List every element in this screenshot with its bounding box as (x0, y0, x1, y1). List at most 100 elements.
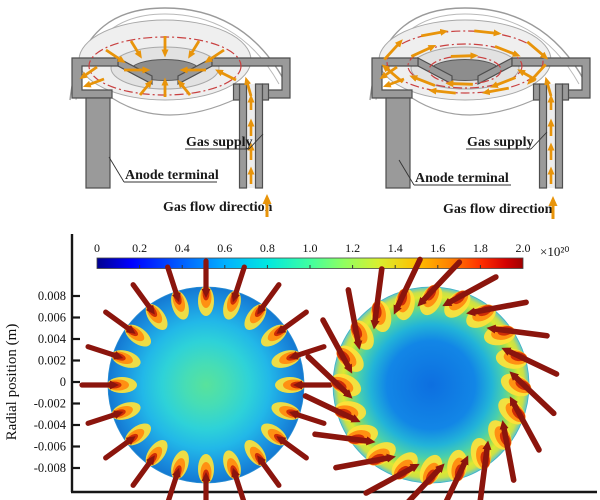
swirl-flow-arrows (379, 28, 555, 184)
gas-flow-arrow (188, 40, 201, 59)
swirl-flow-arrow (474, 29, 502, 37)
injection-arrow-swirl (305, 353, 353, 399)
colorbar-tick-label: 0 (94, 241, 100, 255)
heatmap-radial-injection (79, 258, 333, 500)
jets-radial (79, 258, 333, 500)
y-axis-title: Radial position (m) (4, 324, 20, 441)
y-tick-label: -0.002 (34, 397, 66, 411)
swirl-flow-arrow (526, 40, 549, 60)
heatmap-swirl-injection (302, 256, 560, 500)
injection-arrow-swirl (466, 299, 529, 317)
swirl-flow-arrow (383, 39, 403, 61)
injection-arrow-radial (288, 344, 327, 360)
gas-flow-arrow (204, 48, 225, 64)
gas-flow-direction-label: Gas flow direction (163, 200, 273, 215)
y-tick-label: -0.004 (34, 418, 67, 432)
gas-flow-arrow (244, 76, 253, 97)
injection-arrow-swirl (302, 393, 361, 423)
gas-supply-label: Gas supply (467, 135, 534, 150)
injection-arrow-swirl (442, 274, 499, 307)
colorbar-tick-label: 1.2 (345, 241, 360, 255)
injection-arrow-swirl (501, 347, 560, 377)
injection-arrow-swirl (370, 266, 385, 330)
injection-arrow-radial (165, 264, 181, 303)
gas-flow-arrow (138, 79, 153, 96)
injection-arrow-radial (231, 264, 247, 303)
colorbar-tick-label: 1.0 (303, 241, 318, 255)
y-tick-label: 0.004 (38, 332, 67, 346)
swirl-flow-arrow (489, 76, 517, 88)
swirl-flow-arrow (481, 86, 510, 96)
injection-arrow-swirl (333, 453, 396, 471)
gas-flow-direction-label: Gas flow direction (443, 202, 553, 217)
injection-arrow-swirl (393, 256, 423, 315)
colorbar-tick-label: 1.8 (473, 241, 488, 255)
anode-terminal-pointer (398, 159, 415, 186)
injection-arrow-radial (257, 455, 282, 488)
injection-arrow-radial (231, 467, 247, 500)
injection-arrow-radial (276, 309, 309, 334)
injection-arrow-swirl (320, 317, 353, 374)
colorbar-tick-label: 1.6 (430, 241, 445, 255)
gas-flow-arrow (379, 65, 398, 80)
anode-terminal-label: Anode terminal (125, 168, 219, 183)
y-tick-label: -0.008 (34, 461, 66, 475)
y-axis: 0.008 0.006 0.004 0.002 0 -0.002 -0.004 -0.006 -… (34, 234, 597, 494)
swirl-flow-arrow (450, 52, 479, 60)
jets-swirl (302, 256, 560, 500)
swirl-flow-arrow (409, 75, 436, 87)
injection-arrow-radial (103, 436, 136, 461)
diagram-swirl-injection: Gas supply Anode terminal Gas flow direc… (369, 7, 591, 219)
injection-arrow-swirl (312, 431, 376, 446)
injection-arrow-swirl (345, 287, 363, 350)
swirl-dashline-outer (386, 30, 544, 94)
gas-flow-arrow (517, 69, 537, 82)
annotations-right: Gas supply Anode terminal Gas flow direc… (398, 131, 558, 219)
gas-flow-arrow (79, 65, 98, 80)
colorbar-exponent-label: ×10²⁰ (540, 244, 569, 259)
injection-arrow-radial (276, 436, 309, 461)
injection-arrow-radial (85, 410, 124, 426)
annotations-left: Gas supply Anode terminal Gas flow direc… (108, 133, 273, 217)
injection-arrow-swirl (499, 420, 517, 483)
injection-arrow-swirl (363, 463, 420, 496)
y-tick-label: 0.006 (38, 311, 66, 325)
injection-arrow-radial (288, 410, 327, 426)
injection-arrow-swirl (443, 455, 469, 500)
gas-flow-arrow (105, 48, 126, 64)
injection-arrow-radial (103, 309, 136, 334)
anode-terminal-pointer (108, 156, 125, 183)
colorbar-tick-label: 0.6 (217, 241, 232, 255)
colorbar-tick-label: 1.4 (388, 241, 403, 255)
heatmap-plot: 0 0.2 0.4 0.6 0.8 1.0 1.2 1.4 1.6 1.8 2.0 ×10²⁰ 0.… (4, 234, 597, 500)
injection-arrow-radial (165, 467, 181, 500)
gas-supply-label: Gas supply (186, 135, 253, 150)
swirl-flow-arrow (420, 28, 449, 38)
injection-arrow-radial (130, 282, 155, 315)
injection-arrow-radial (130, 455, 155, 488)
swirl-dashline-mid (407, 43, 523, 89)
colorbar-tick-label: 0.4 (175, 241, 190, 255)
injection-arrow-swirl (406, 463, 445, 500)
injection-arrow-swirl (509, 396, 542, 453)
colorbar-tick-label: 2.0 (516, 241, 531, 255)
swirl-flow-arrow (494, 45, 521, 57)
gas-flow-arrow (215, 69, 237, 82)
gas-flow-arrow (544, 76, 553, 97)
colorbar-ticks: 0 0.2 0.4 0.6 0.8 1.0 1.2 1.4 1.6 1.8 2.0 (94, 241, 531, 269)
injection-arrow-swirl (477, 440, 492, 500)
injection-arrow-swirl (417, 259, 463, 307)
plasma-disc-radial (107, 286, 305, 484)
radial-flow-arrows (79, 36, 255, 184)
y-tick-label: -0.006 (34, 440, 66, 454)
y-tick-label: 0 (60, 375, 66, 389)
anode-terminal-label: Anode terminal (415, 171, 509, 186)
colorbar-tick-label: 0.2 (132, 241, 147, 255)
colorbar-tick-label: 0.8 (260, 241, 275, 255)
diagram-radial-injection: Gas supply Anode terminal Gas flow direc… (69, 7, 291, 217)
plasma-disc-swirl (332, 286, 530, 484)
gas-flow-arrow (382, 77, 405, 88)
injection-arrow-radial (85, 344, 124, 360)
gas-flow-arrow (82, 77, 105, 88)
